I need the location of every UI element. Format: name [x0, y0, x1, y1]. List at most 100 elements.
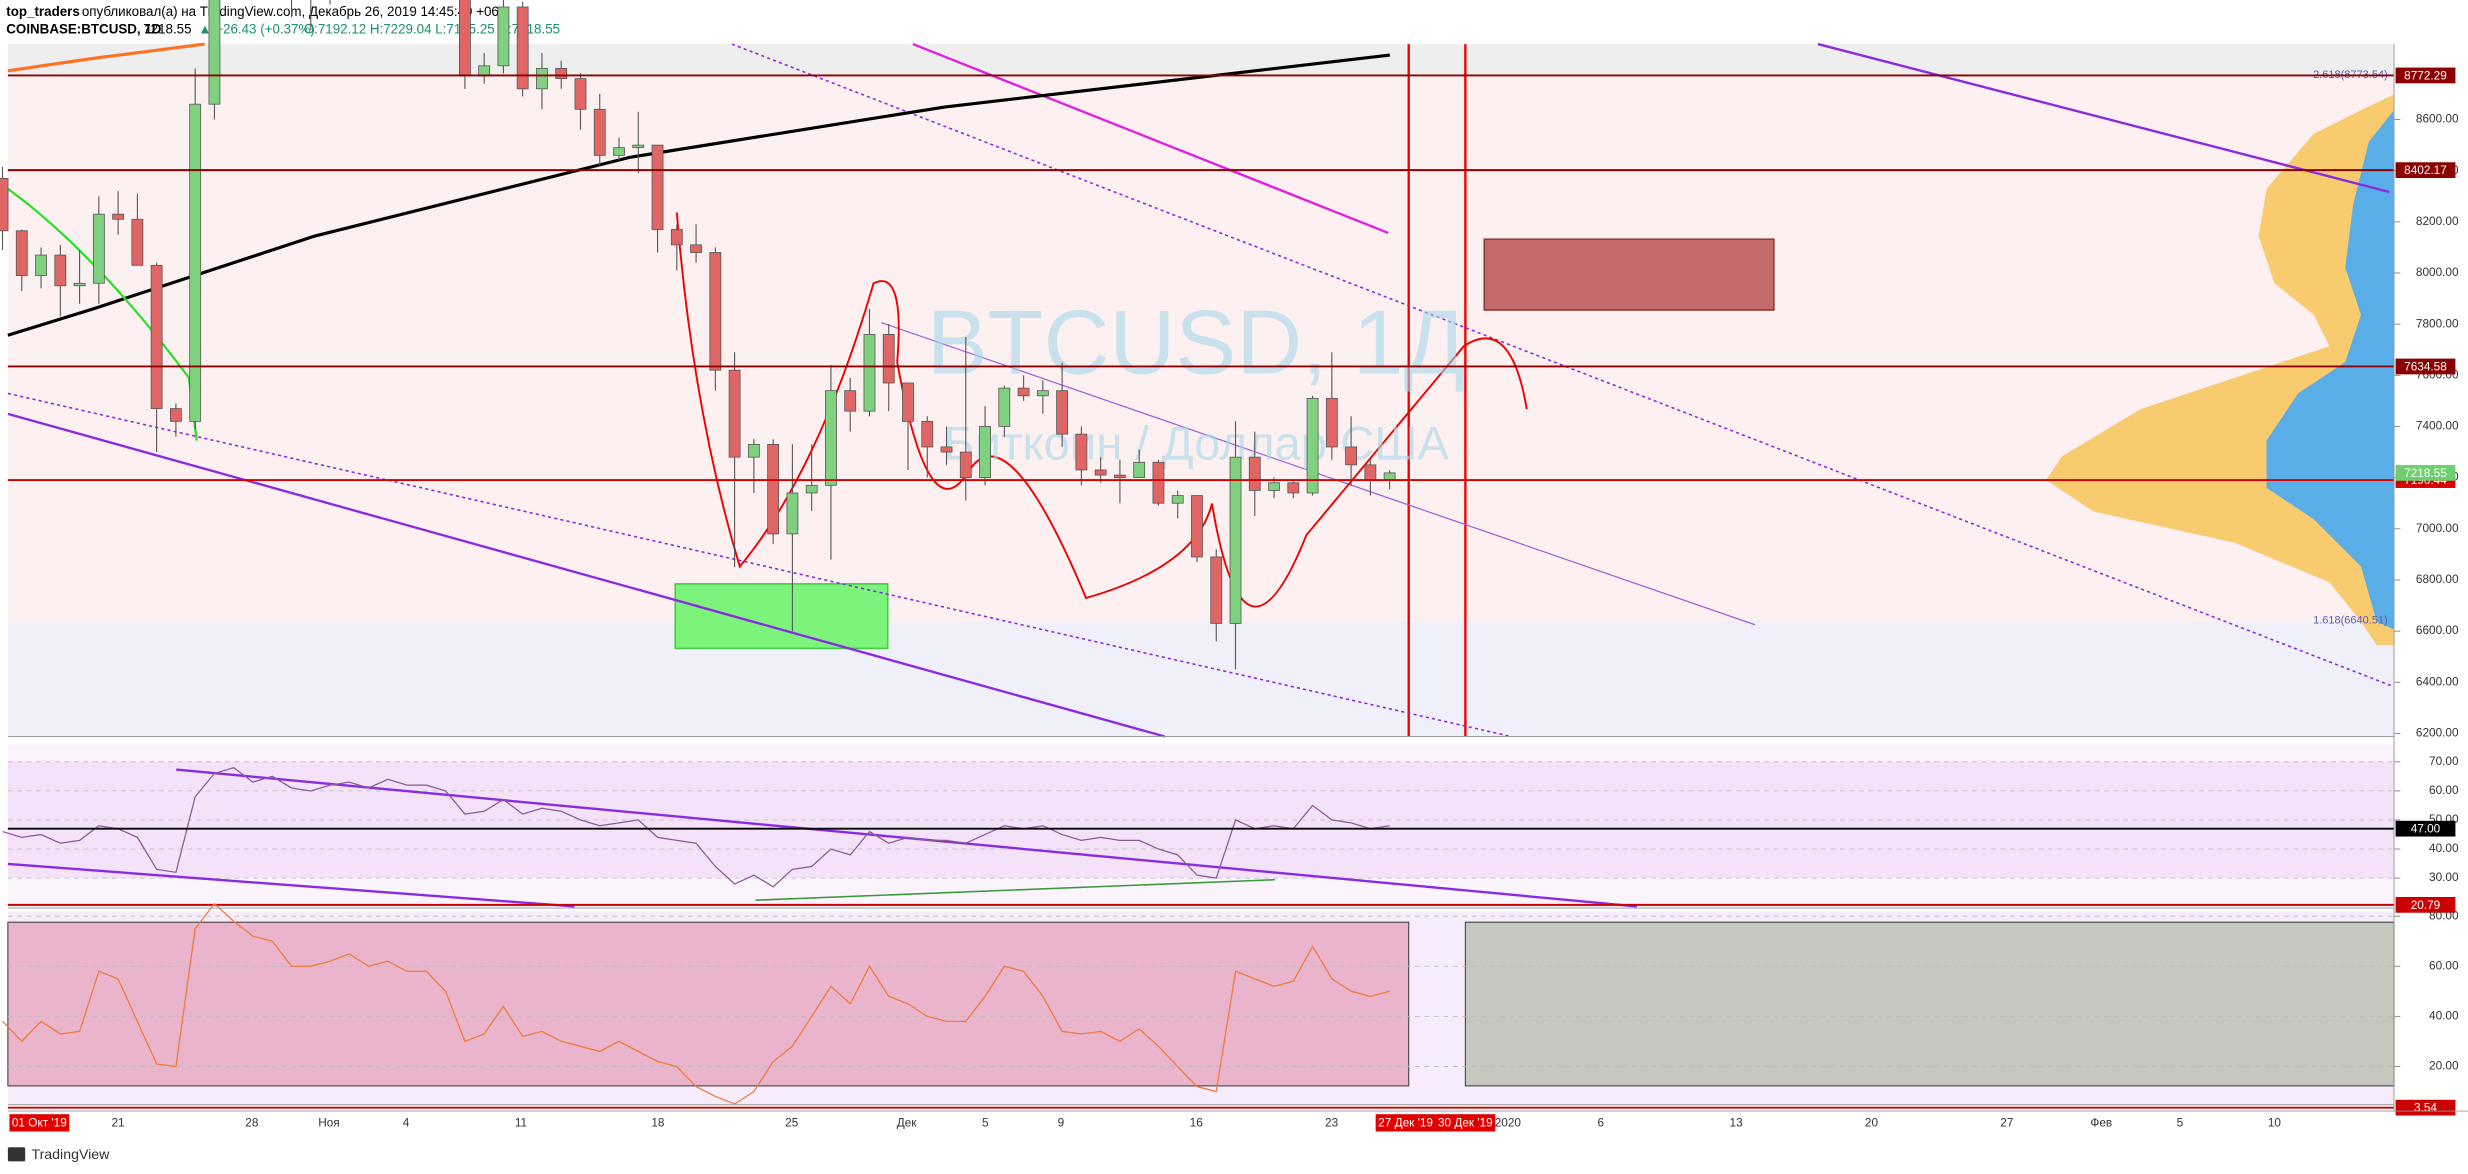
last-price: 7218.55: [143, 21, 191, 36]
y-tick-label: 7800.00: [2416, 316, 2459, 330]
trend-line: [731, 43, 2393, 687]
candle-body: [536, 67, 548, 90]
candle-body: [651, 144, 664, 230]
candle-body: [1133, 461, 1146, 479]
candle-body: [170, 408, 182, 422]
y-tick-label: 20.00: [2429, 1059, 2459, 1073]
price-label-box: [2395, 465, 2456, 481]
x-tick-label: Дек: [897, 1116, 918, 1130]
candle-body: [959, 451, 972, 479]
candle-body: [1345, 446, 1358, 466]
candle-body: [555, 67, 568, 79]
y-tick-label: 6600.00: [2416, 623, 2459, 637]
y-tick-label: 6400.00: [2416, 674, 2459, 688]
trend-line: [7, 392, 1512, 738]
candle-body: [1268, 482, 1280, 491]
drawn-box: [7, 921, 1410, 1087]
candle-body: [979, 426, 991, 479]
volume-profile: [2266, 110, 2395, 630]
price-label: 7634.58: [2404, 359, 2447, 373]
x-tick-label: 9: [1058, 1116, 1065, 1130]
candle-body: [844, 390, 857, 412]
candle-body: [458, 0, 471, 77]
indicator-line: [2, 902, 1390, 1105]
candle-body: [921, 420, 934, 448]
grid-layer: [7, 761, 2395, 1067]
x-tick-label: 30 Дек '19: [1438, 1116, 1493, 1130]
trend-line: [755, 878, 1275, 901]
candle-body: [632, 144, 645, 149]
x-label-highlight: [9, 1114, 70, 1132]
candle-body: [1383, 472, 1396, 481]
zone-band: [7, 44, 2395, 76]
candle-body: [1191, 495, 1203, 558]
candle-body: [1229, 456, 1242, 624]
candle-body: [54, 254, 67, 287]
x-tick-label: 13: [1730, 1116, 1744, 1130]
price-label: 3.54: [2414, 1101, 2437, 1115]
candle-body: [1306, 397, 1319, 494]
trend-line: [7, 412, 1166, 738]
price-label-box: [2395, 67, 2456, 84]
watermark-subtitle: Биткоин / Доллар США: [943, 417, 1449, 470]
x-tick-label: 25: [785, 1116, 799, 1130]
x-tick-label: Фев: [2090, 1116, 2112, 1130]
candle-body: [825, 390, 837, 486]
candle-body: [786, 492, 799, 535]
price-label: 8402.17: [2404, 163, 2447, 177]
x-tick-label: 16: [1190, 1116, 1204, 1130]
price-label-box: [2395, 897, 2456, 913]
x-tick-label: 01 Окт '19: [12, 1116, 67, 1130]
candle-body: [940, 446, 953, 453]
candle-body: [863, 333, 876, 412]
candle-body: [902, 382, 914, 422]
price-label: 20.79: [2411, 898, 2441, 912]
y-tick-label: 30.00: [2429, 870, 2459, 884]
y-tick-label: 40.00: [2429, 1008, 2459, 1022]
candle-body: [1287, 482, 1300, 494]
price-label: 47.00: [2411, 822, 2441, 836]
price-label: 8772.29: [2404, 68, 2447, 82]
footer-logo[interactable]: TradingView: [31, 1147, 110, 1163]
candle-body: [1210, 556, 1223, 624]
candle-body: [189, 103, 202, 422]
candle-body: [92, 213, 105, 284]
published: опубликовал(а) на TradingView.com, Декаб…: [82, 4, 499, 19]
fib-label: 1.618(6640.51): [2313, 615, 2388, 627]
candle-body: [497, 6, 510, 67]
logo-icon: [7, 1147, 26, 1162]
candle-body: [1017, 387, 1030, 397]
candle-body: [805, 484, 818, 494]
candle-body: [1364, 464, 1377, 481]
candle-body: [35, 254, 47, 276]
candle-body: [1075, 433, 1088, 471]
candle-body: [1152, 461, 1165, 504]
candle-body: [728, 369, 741, 458]
x-tick-label: Ноя: [318, 1116, 339, 1130]
candle-body: [709, 252, 722, 371]
candle-body: [690, 244, 702, 253]
y-tick-label: 60.00: [2429, 783, 2459, 797]
y-tick-label: 80.00: [2429, 908, 2459, 922]
watermark: BTCUSD, 1Д: [927, 291, 1466, 393]
y-tick-label: 8200.00: [2416, 214, 2459, 228]
change: ▲ +26.43 (+0.37%): [198, 21, 314, 36]
x-tick-label: 27: [2000, 1116, 2013, 1130]
candle-body: [998, 387, 1011, 427]
candle-body: [670, 229, 683, 246]
user[interactable]: top_traders: [6, 4, 80, 19]
price-label-box: [2395, 1099, 2456, 1116]
y-tick-label: 6800.00: [2416, 572, 2459, 586]
x-label-highlight: [1435, 1114, 1496, 1132]
ohlc: O:7192.12 H:7229.04 L:7155.25 C:7218.55: [304, 21, 560, 36]
y-tick-label: 70.00: [2429, 754, 2459, 768]
candle-body: [1171, 495, 1184, 504]
symbol: COINBASE:BTCUSD, 1D: [6, 21, 161, 36]
candle-body: [1248, 456, 1261, 491]
x-tick-label: 4: [403, 1116, 410, 1130]
drawn-box: [1464, 921, 2395, 1087]
x-tick-label: 18: [651, 1116, 665, 1130]
y-tick-label: 8600.00: [2416, 112, 2459, 126]
candle-body: [15, 230, 28, 276]
